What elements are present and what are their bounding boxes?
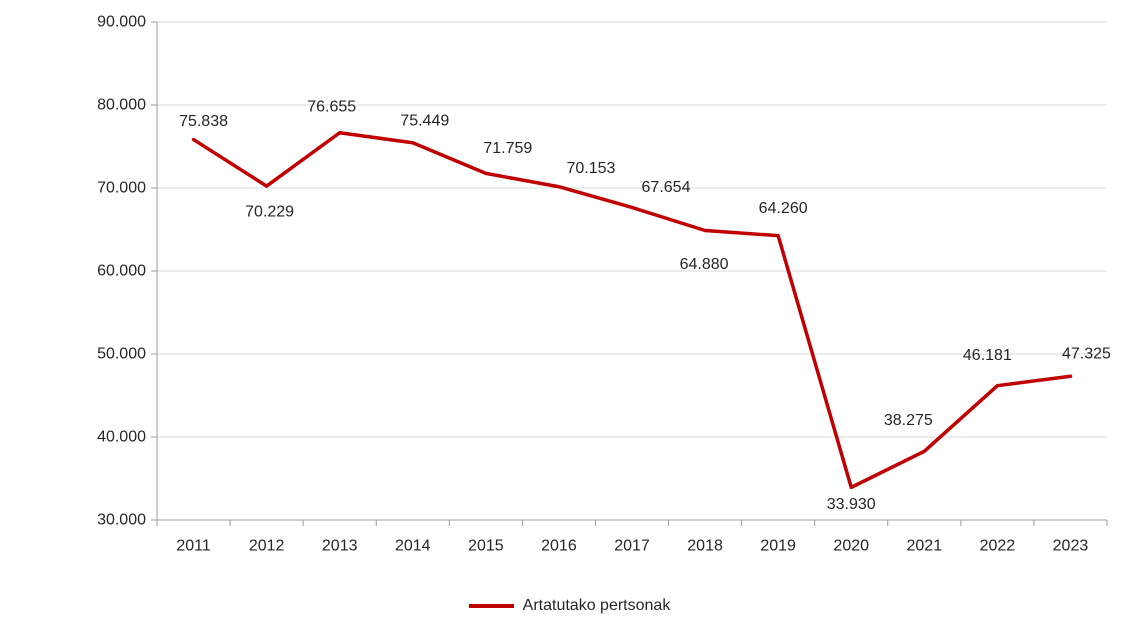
x-axis-tick-label: 2012 bbox=[249, 538, 285, 555]
x-axis-tick-label: 2015 bbox=[468, 538, 504, 555]
series-line bbox=[191, 131, 1073, 490]
x-axis-tick-label: 2016 bbox=[541, 538, 577, 555]
y-axis-tick-label: 80.000 bbox=[97, 97, 146, 114]
data-point-label: 38.275 bbox=[884, 412, 933, 429]
data-point-label: 64.880 bbox=[680, 256, 729, 273]
data-point-label: 76.655 bbox=[307, 98, 356, 115]
y-axis-tick-label: 70.000 bbox=[97, 180, 146, 197]
data-point-label: 75.838 bbox=[179, 113, 228, 130]
data-point-label: 33.930 bbox=[827, 496, 876, 513]
y-axis-tick-label: 30.000 bbox=[97, 512, 146, 529]
x-axis-tick-label: 2019 bbox=[760, 538, 796, 555]
data-point-label: 75.449 bbox=[400, 112, 449, 129]
x-axis-tick-label: 2018 bbox=[687, 538, 723, 555]
x-axis-tick-label: 2013 bbox=[322, 538, 358, 555]
data-point-label: 70.229 bbox=[245, 204, 294, 221]
y-axis-tick-label: 50.000 bbox=[97, 346, 146, 363]
y-axis-tick-label: 60.000 bbox=[97, 263, 146, 280]
chart-legend: Artatutako pertsonak bbox=[0, 597, 1139, 615]
x-axis-tick-label: 2020 bbox=[833, 538, 869, 555]
data-point-label: 70.153 bbox=[566, 160, 615, 177]
y-axis-tick-label: 90.000 bbox=[97, 14, 146, 31]
x-axis-tick-label: 2021 bbox=[907, 538, 943, 555]
legend-label: Artatutako pertsonak bbox=[522, 597, 671, 614]
x-axis-tick-label: 2017 bbox=[614, 538, 650, 555]
data-point-label: 67.654 bbox=[642, 179, 691, 196]
x-axis-tick-label: 2023 bbox=[1053, 538, 1089, 555]
data-point-label: 46.181 bbox=[963, 347, 1012, 364]
data-point-label: 64.260 bbox=[759, 200, 808, 217]
legend-line-icon bbox=[468, 604, 514, 608]
y-axis-tick-label: 40.000 bbox=[97, 429, 146, 446]
x-axis-tick-label: 2022 bbox=[980, 538, 1016, 555]
x-axis-tick-label: 2014 bbox=[395, 538, 431, 555]
data-point-label: 71.759 bbox=[483, 140, 532, 157]
data-point-label: 47.325 bbox=[1062, 346, 1111, 363]
x-axis-tick-label: 2011 bbox=[176, 538, 211, 555]
